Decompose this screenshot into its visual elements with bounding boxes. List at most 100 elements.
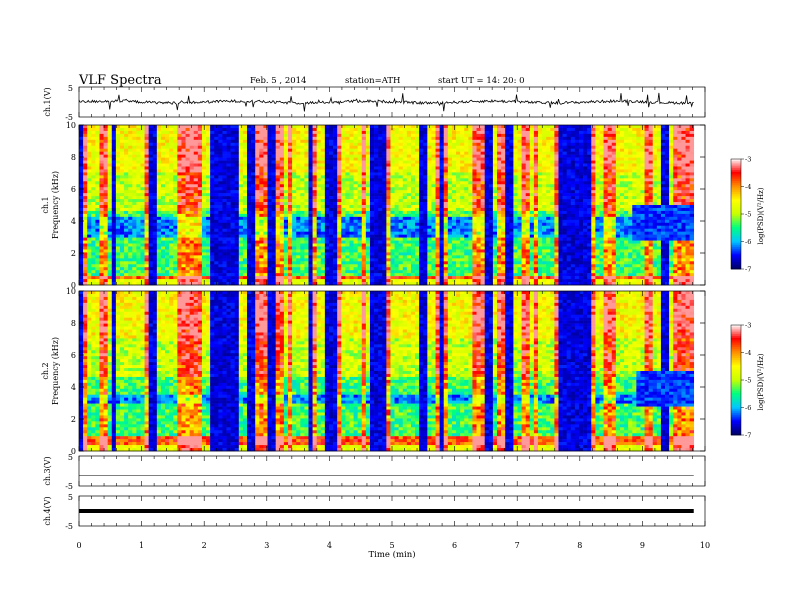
spectrogram-cell	[402, 273, 408, 277]
spectrogram-cell	[255, 231, 260, 235]
spectrogram-cell	[140, 125, 145, 129]
spectrogram-cell	[185, 279, 190, 283]
spectrogram-cell	[185, 276, 190, 280]
spectrogram-cell	[283, 184, 289, 188]
spectrogram-cell	[328, 219, 334, 224]
spectrogram-cell	[316, 142, 322, 147]
spectrogram-cell	[107, 187, 113, 191]
spectrogram-cell	[333, 130, 338, 135]
spectrogram-cell	[283, 157, 289, 161]
spectrogram-cell	[197, 222, 203, 227]
spectrogram-cell	[111, 222, 117, 227]
spectrogram-cell	[177, 267, 182, 271]
spectrogram-cell	[394, 136, 399, 141]
spectrogram-cell	[193, 169, 199, 173]
spectrogram-cell	[296, 282, 301, 286]
spectrogram-cell	[390, 276, 395, 280]
spectrogram-cell	[242, 187, 248, 191]
spectrogram-cell	[234, 178, 240, 182]
spectrogram-cell	[91, 202, 96, 206]
spectrogram-cell	[91, 130, 96, 135]
spectrogram-cell	[152, 199, 158, 203]
spectrogram-cell	[300, 231, 305, 235]
spectrogram-cell	[415, 261, 420, 265]
spectrogram-cell	[398, 136, 404, 141]
spectrogram-cell	[300, 148, 305, 152]
spectrogram-cell	[263, 169, 268, 173]
spectrogram-cell	[374, 133, 379, 138]
spectrogram-cell	[361, 210, 367, 215]
spectrogram-cell	[87, 258, 92, 262]
spectrogram-cell	[103, 270, 108, 274]
spectrogram-cell	[103, 178, 108, 182]
spectrogram-cell	[349, 279, 354, 283]
spectrogram-cell	[324, 184, 330, 188]
spectrogram-cell	[304, 219, 309, 224]
spectrogram-cell	[275, 190, 281, 194]
spectrogram-cell	[378, 213, 383, 218]
spectrogram-cell	[341, 213, 346, 218]
spectrogram-cell	[390, 202, 395, 206]
spectrogram-cell	[419, 127, 424, 132]
spectrogram-cell	[124, 127, 129, 132]
spectrogram-cell	[234, 237, 240, 241]
spectrogram-cell	[283, 261, 289, 265]
spectrogram-cell	[443, 273, 449, 277]
spectrogram-cell	[99, 255, 104, 259]
spectrogram-cell	[423, 279, 428, 283]
spectrogram-cell	[288, 154, 293, 158]
spectrogram-cell	[410, 193, 416, 197]
spectrogram-cell	[312, 252, 317, 256]
spectrogram-cell	[353, 282, 358, 286]
spectrogram-cell	[419, 178, 424, 182]
spectrogram-cell	[160, 130, 166, 135]
spectrogram-cell	[128, 142, 133, 147]
spectrogram-cell	[222, 279, 227, 283]
spectrogram-cell	[201, 240, 207, 244]
spectrogram-cell	[402, 210, 408, 215]
spectrogram-cell	[296, 255, 301, 259]
spectrogram-cell	[165, 258, 170, 262]
spectrogram-cell	[95, 246, 100, 250]
spectrogram-cell	[349, 222, 354, 227]
spectrogram-cell	[173, 190, 178, 194]
spectrogram-cell	[427, 175, 432, 179]
spectrogram-cell	[152, 169, 158, 173]
spectrogram-cell	[189, 228, 195, 232]
spectrogram-cell	[283, 237, 289, 241]
spectrogram-cell	[201, 255, 207, 259]
spectrogram-cell	[283, 219, 289, 224]
spectrogram-cell	[300, 175, 305, 179]
spectrogram-cell	[345, 213, 350, 218]
spectrogram-cell	[308, 187, 313, 191]
spectrogram-cell	[165, 261, 170, 265]
spectrogram-cell	[160, 202, 166, 206]
spectrogram-cell	[234, 264, 240, 268]
spectrogram-cell	[152, 213, 158, 218]
spectrogram-cell	[160, 175, 166, 179]
spectrogram-cell	[103, 145, 108, 149]
spectrogram-cell	[79, 213, 84, 218]
spectrogram-cell	[333, 163, 338, 167]
spectrogram-cell	[128, 145, 133, 149]
spectrogram-cell	[267, 246, 272, 250]
spectrogram-cell	[230, 178, 236, 182]
spectrogram-cell	[230, 151, 236, 155]
spectrogram-cell	[255, 270, 260, 274]
spectrogram-cell	[451, 213, 457, 218]
spectrogram-cell	[103, 160, 108, 164]
spectrogram-cell	[353, 160, 358, 164]
spectrogram-cell	[156, 261, 162, 265]
spectrogram-cell	[357, 261, 363, 265]
spectrogram-cell	[91, 228, 96, 232]
spectrogram-cell	[369, 181, 375, 185]
spectrogram-cell	[160, 205, 166, 209]
spectrogram-cell	[136, 199, 141, 203]
spectrogram-cell	[173, 193, 178, 197]
spectrogram-cell	[369, 175, 375, 179]
spectrogram-cell	[206, 160, 211, 164]
spectrogram-cell	[341, 175, 346, 179]
spectrogram-cell	[402, 276, 408, 280]
spectrogram-cell	[328, 228, 334, 232]
spectrogram-cell	[87, 133, 92, 138]
